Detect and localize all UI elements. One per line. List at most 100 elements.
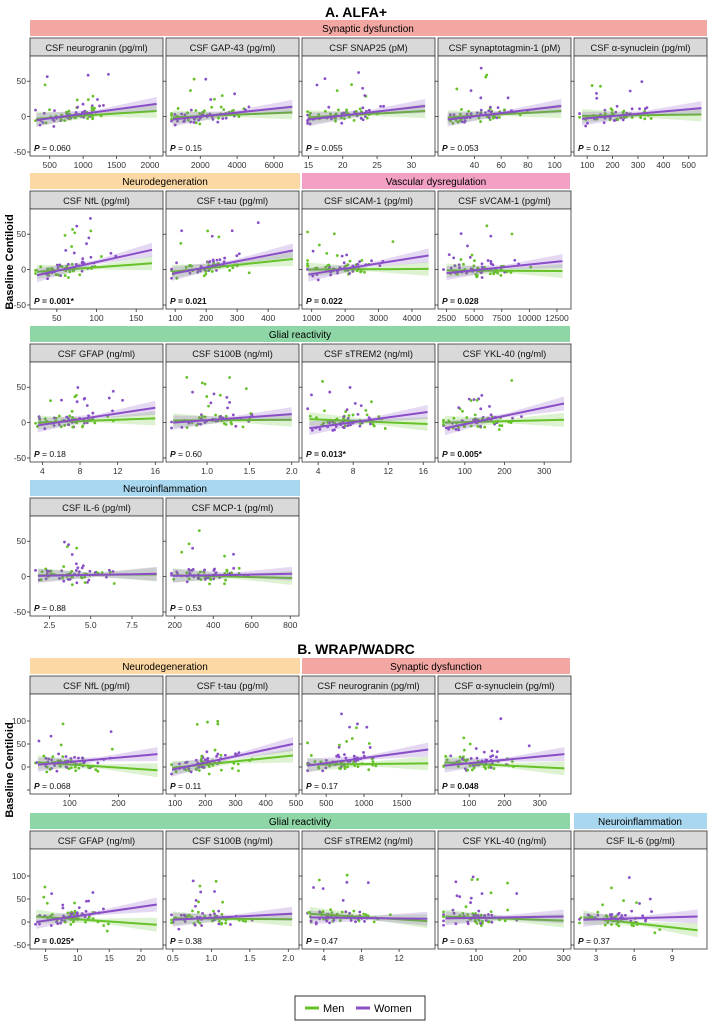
p-value-label: P = 0.053 (442, 143, 479, 153)
point-men (466, 913, 469, 917)
point-women (170, 267, 173, 271)
point-men (196, 919, 200, 923)
point-men (199, 759, 203, 763)
point-men (466, 768, 470, 772)
point-women (329, 273, 332, 277)
point-men (65, 545, 69, 549)
point-women (62, 914, 65, 918)
point-men (192, 77, 196, 81)
point-women (170, 571, 173, 575)
point-women (77, 906, 81, 910)
point-women (345, 253, 349, 257)
point-women (234, 424, 238, 428)
point-men (228, 269, 232, 272)
point-men (456, 765, 460, 768)
point-women (358, 424, 362, 428)
panel-title: CSF sTREM2 (ng/ml) (324, 349, 413, 359)
panel-plot-area (573, 55, 708, 157)
point-men (65, 264, 69, 268)
point-women (479, 96, 483, 100)
point-men (49, 399, 52, 403)
point-women (348, 725, 351, 729)
point-women (455, 894, 459, 898)
point-women (75, 581, 79, 585)
y-tick-label: -50 (14, 453, 27, 463)
point-women (197, 118, 201, 122)
point-women (452, 113, 456, 117)
point-women (630, 909, 634, 913)
point-men (455, 87, 459, 91)
point-women (309, 919, 313, 923)
point-women (247, 105, 251, 109)
point-men (658, 928, 662, 932)
p-value-label: P = 0.11 (170, 781, 202, 791)
panel-18: CSF neurogranin (pg/ml) 500 1000 1500 P = 0.… (299, 675, 436, 808)
point-women (200, 924, 204, 927)
x-tick-label: 100 (89, 313, 103, 323)
point-women (489, 260, 493, 263)
point-men (367, 742, 371, 745)
point-women (46, 277, 49, 281)
point-women (173, 113, 177, 116)
point-women (451, 908, 455, 912)
point-men (198, 112, 202, 115)
point-men (34, 421, 37, 425)
point-women (173, 123, 177, 127)
point-women (479, 424, 482, 428)
point-women (349, 423, 352, 427)
panel-21: CSF S100B (ng/ml) 0.5 1.0 1.5 2.0 P = 0.38 (163, 830, 300, 963)
point-men (70, 409, 74, 413)
point-men (502, 108, 506, 112)
point-women (213, 890, 216, 893)
point-men (360, 258, 364, 262)
panel-plot-area (301, 208, 436, 310)
x-tick-label: 200 (198, 798, 212, 808)
p-value-label: P = 0.021 (170, 296, 207, 306)
point-women (45, 75, 49, 78)
point-women (98, 104, 101, 108)
point-women (63, 540, 66, 544)
point-women (201, 765, 205, 769)
point-men (603, 923, 607, 927)
point-men (596, 910, 600, 914)
x-tick-label: 100 (168, 798, 182, 808)
point-women (62, 579, 66, 583)
panel-title: CSF YKL-40 (ng/ml) (463, 349, 547, 359)
point-women (74, 562, 78, 566)
point-women (476, 914, 480, 917)
section-a-title: A. ALFA+ (325, 4, 387, 20)
point-women (334, 425, 338, 428)
point-men (110, 747, 114, 751)
point-women (74, 263, 78, 266)
point-men (345, 108, 348, 112)
point-men (39, 265, 43, 269)
point-men (610, 108, 614, 112)
point-women (324, 766, 328, 770)
point-women (323, 77, 327, 81)
point-women (199, 269, 202, 273)
point-women (306, 121, 309, 125)
point-women (484, 111, 487, 115)
panel-plot-area (29, 848, 164, 950)
point-women (596, 913, 600, 917)
point-men (194, 767, 198, 771)
x-tick-label: 150 (129, 313, 143, 323)
point-women (354, 759, 358, 763)
point-men (70, 245, 74, 248)
point-men (61, 722, 65, 726)
point-women (188, 568, 192, 572)
x-tick-label: 100 (580, 160, 594, 170)
point-men (186, 118, 190, 122)
point-women (38, 922, 41, 926)
x-tick-label: 12 (394, 953, 404, 963)
point-men (176, 107, 180, 110)
point-women (621, 118, 625, 122)
point-women (231, 413, 235, 417)
point-men (447, 419, 451, 423)
panel-title: CSF t-tau (pg/ml) (197, 681, 268, 691)
point-women (204, 576, 208, 580)
point-women (215, 268, 218, 272)
point-men (71, 269, 75, 273)
x-tick-label: 10 (73, 953, 83, 963)
fit-line-women (447, 105, 562, 121)
